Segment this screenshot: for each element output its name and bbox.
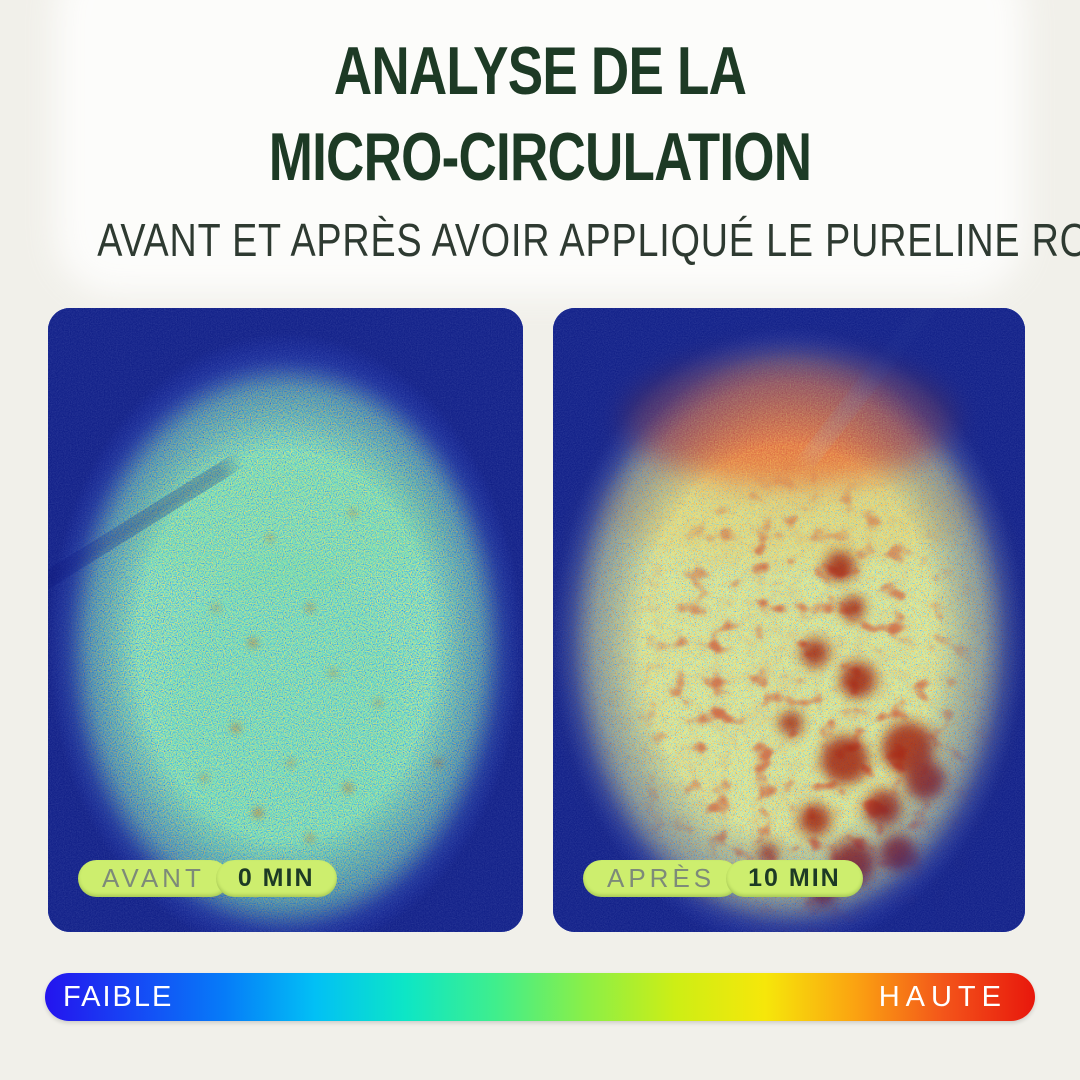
badge-after: APRÈS 10 MIN — [583, 860, 863, 897]
badge-before-time: 0 MIN — [215, 860, 337, 897]
badge-after-time: 10 MIN — [726, 860, 863, 897]
badge-before-label: AVANT — [78, 860, 229, 897]
page-title: ANALYSE DE LA MICRO-CIRCULATION — [0, 28, 1080, 200]
badge-after-label: APRÈS — [583, 860, 740, 897]
badge-before: AVANT 0 MIN — [78, 860, 337, 897]
thermal-image-after: APRÈS 10 MIN — [553, 308, 1025, 932]
thermal-image-before: AVANT 0 MIN — [48, 308, 523, 932]
scale-low-label: FAIBLE — [63, 980, 174, 1013]
page-title-line1: ANALYSE DE LA — [333, 33, 747, 109]
header-background-wash — [55, 0, 1025, 295]
page-title-line2: MICRO-CIRCULATION — [268, 119, 812, 195]
scale-high-label: HAUTE — [878, 980, 1007, 1013]
page-subtitle: AVANT ET APRÈS AVOIR APPLIQUÉ LE PURELIN… — [97, 214, 1080, 266]
thermal-scan-art-before — [48, 308, 523, 932]
intensity-scale-bar: FAIBLE HAUTE — [45, 973, 1035, 1021]
thermal-scan-art-after — [553, 308, 1025, 932]
